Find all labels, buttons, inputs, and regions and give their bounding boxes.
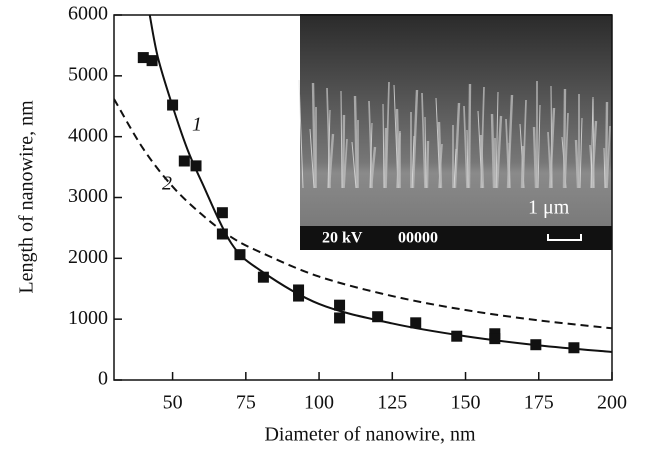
nanowire [603,147,606,189]
y-tick-label: 1000 [68,307,108,329]
data-point [293,290,305,302]
y-tick-label: 6000 [68,3,108,25]
nanowire [351,141,357,189]
nanowire [590,120,598,189]
nanowire [396,130,401,189]
x-tick-label: 200 [597,392,627,414]
nanowire [480,86,485,189]
data-point [234,249,246,261]
nanowires [298,79,611,189]
data-point [568,342,580,354]
data-point [334,299,346,311]
nanowire [466,129,469,189]
data-point [410,317,422,329]
nanowire [411,89,419,189]
x-tick-label: 75 [236,392,256,414]
nanowire [341,114,346,189]
curve-label: 1 [192,114,202,136]
inset-code: 00000 [398,230,438,247]
nanowire [437,121,443,189]
fit-curve [114,98,612,330]
scale-bar [547,234,582,241]
nanowire [467,83,472,189]
data-point [216,207,228,219]
nanowire [520,145,525,189]
nanowire [369,146,377,189]
nanowire [385,81,390,189]
nanowire [532,126,538,189]
data-point [178,155,190,167]
data-point [293,284,305,296]
nanowire [548,107,556,189]
inset-scale: 1 μm [528,197,570,219]
data-point [216,228,228,240]
nanowire [574,139,580,189]
inset-image: 20 kV 00000 1 μm [298,14,612,250]
x-tick-label: 125 [377,392,407,414]
nanowire [490,113,496,189]
nanowire [424,116,427,189]
nanowire [309,128,315,189]
data-point [451,330,463,342]
nanowire [369,122,373,189]
y-axis-label: Length of nanowire, nm [16,100,38,294]
nanowire [340,90,343,189]
x-tick-label: 175 [524,392,554,414]
nanowire [453,102,461,189]
nanowire [343,138,348,189]
y-tick-label: 3000 [68,185,108,207]
nanowire [353,95,359,189]
data-point [167,99,179,111]
data-point [530,339,542,351]
nanowire [327,133,335,189]
data-point [137,52,149,64]
nanowire [564,112,569,189]
nanowire [562,88,567,189]
data-point [372,311,384,323]
nanowire [425,140,430,189]
sem-image [300,14,612,226]
nanowire [495,115,503,189]
nanowire [298,79,304,189]
nanowire [438,143,443,189]
y-tick-label: 0 [98,368,108,390]
y-tick-label: 2000 [68,246,108,268]
nanowire [311,82,317,189]
x-tick-label: 150 [451,392,481,414]
data-point [190,160,202,172]
nanowire [395,108,401,189]
info-bar [300,226,612,250]
nanowire [604,101,609,189]
y-tick-label: 4000 [68,124,108,146]
nanowire [537,104,541,189]
nanowire [327,109,331,189]
nanowire [421,92,426,189]
nanowire [411,135,415,189]
nanowire [590,96,594,189]
nanowire [606,125,611,189]
inset-voltage: 20 kV [322,230,363,247]
x-tick-label: 100 [304,392,334,414]
y-tick-label: 5000 [68,63,108,85]
nanowire [463,105,468,189]
nanowire [382,103,385,189]
x-axis-label: Diameter of nanowire, nm [264,424,475,446]
data-point [146,55,158,67]
data-point [334,312,346,324]
nanowire [579,117,583,189]
nanowire [495,91,499,189]
nanowire [506,94,514,189]
nanowire [453,148,457,189]
x-tick-label: 50 [163,392,183,414]
data-point [489,333,501,345]
data-point [257,271,269,283]
curve-label: 2 [162,173,172,195]
nanowire [383,127,388,189]
